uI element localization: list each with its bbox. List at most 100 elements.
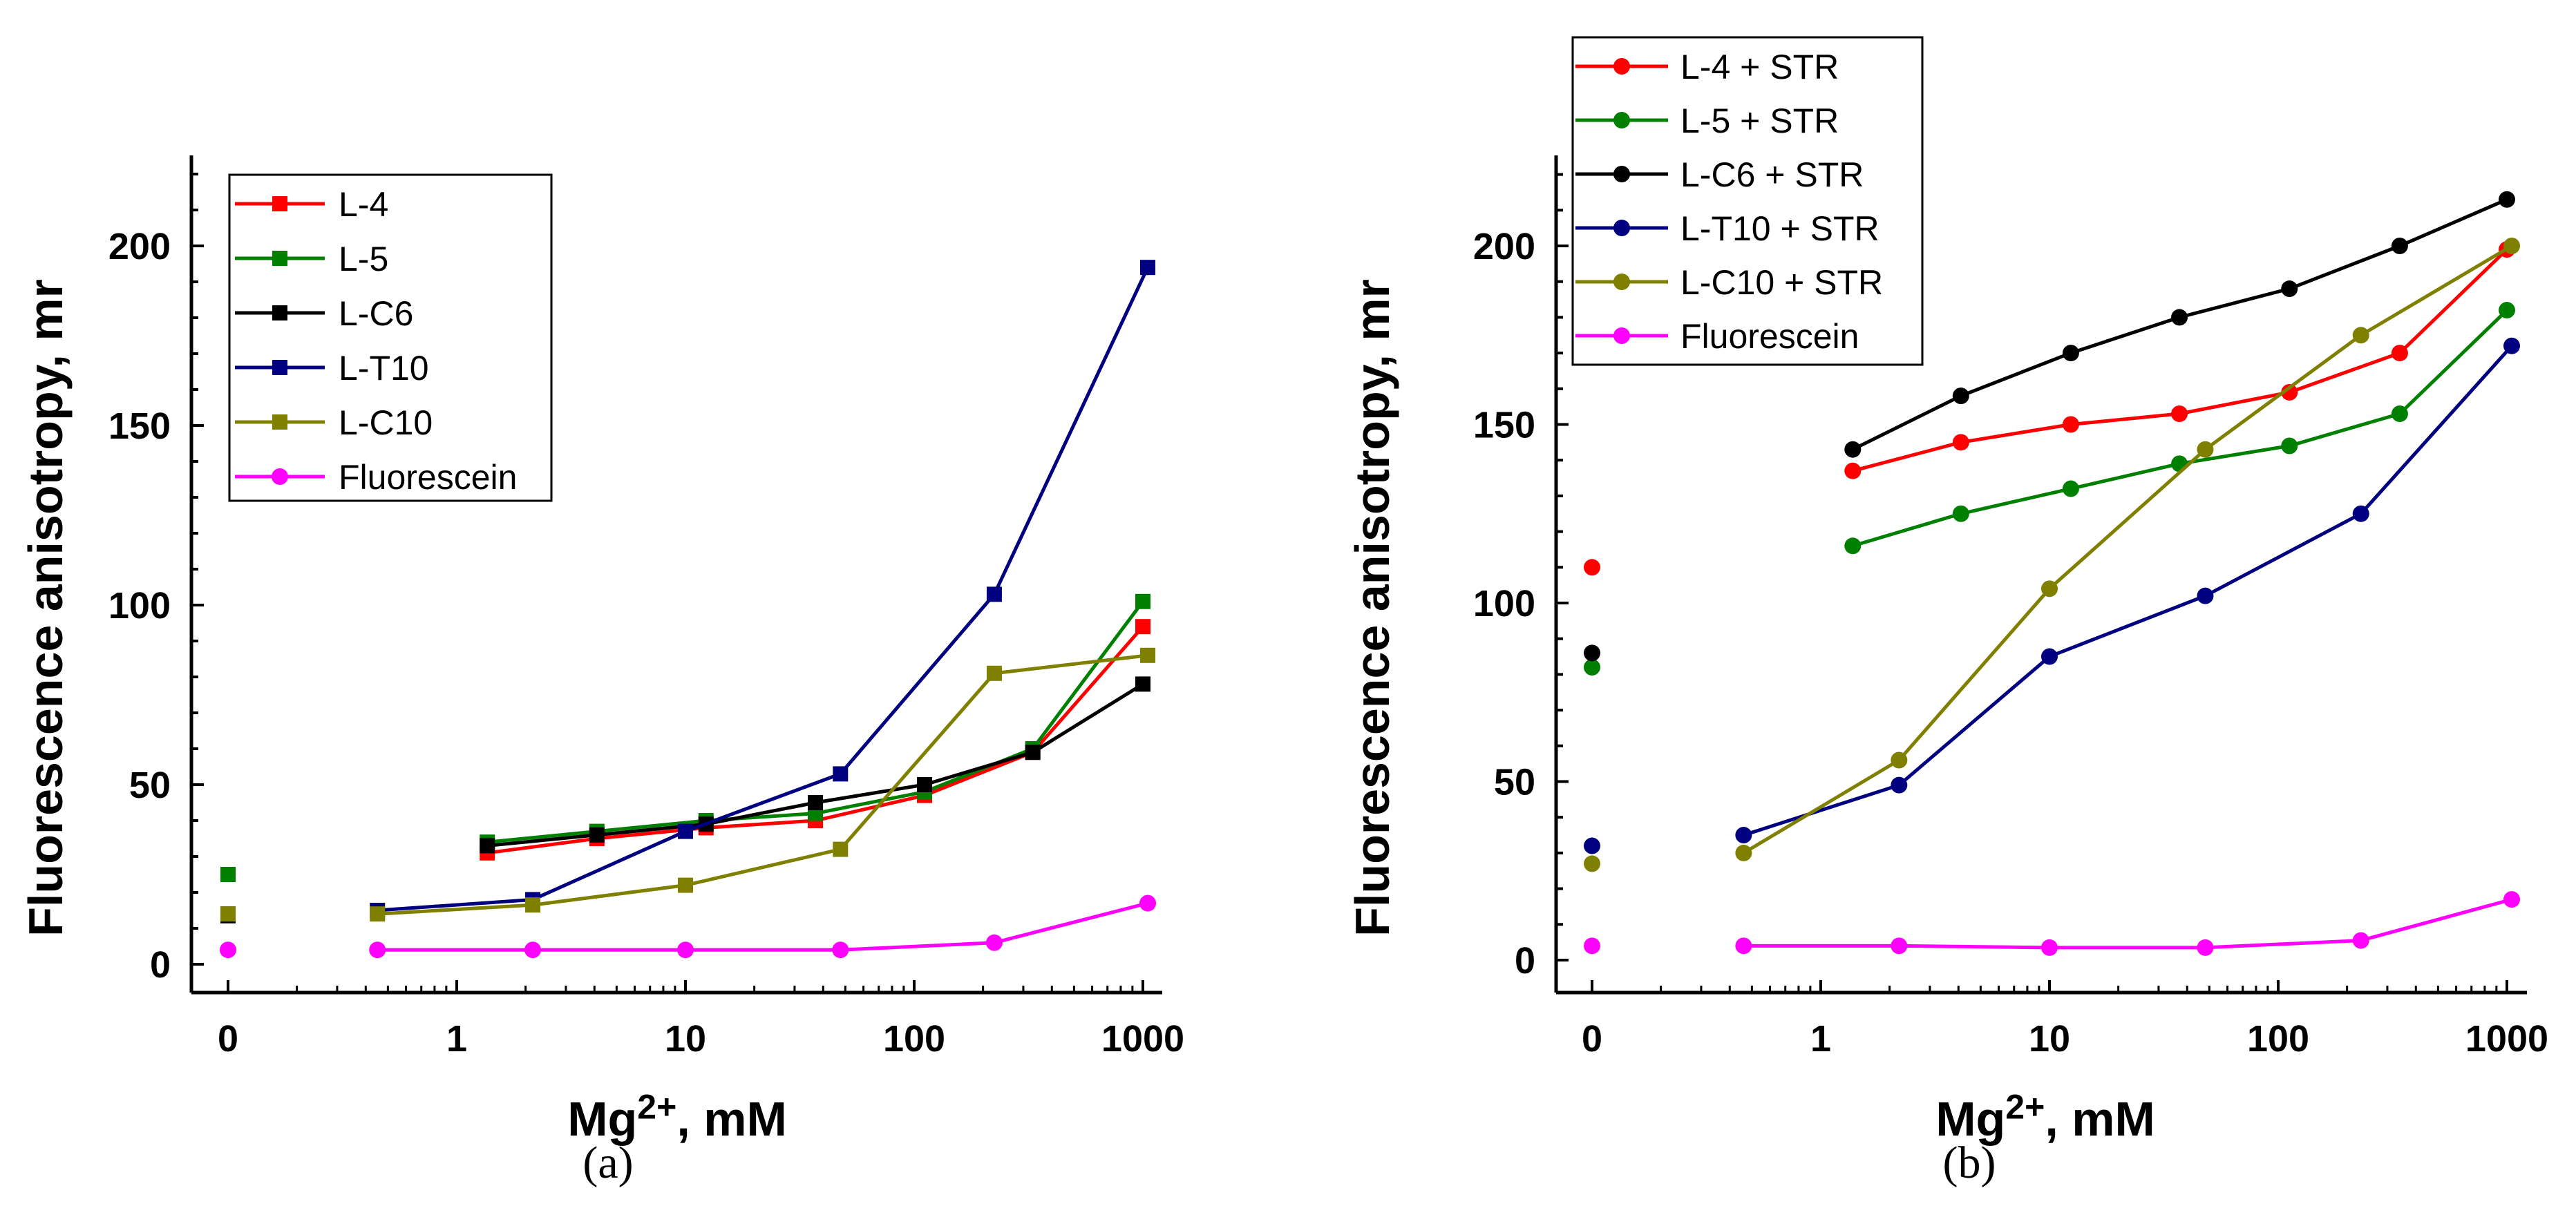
x-tick-label: 10 [665,1018,706,1060]
data-point [2171,405,2188,422]
data-point [2503,337,2521,354]
data-point [678,877,693,893]
data-point [808,795,824,810]
data-point [369,941,386,959]
x-tick-label: 1 [1810,1018,1831,1060]
series-l-c6 [220,676,1150,923]
data-point [1844,537,1862,555]
data-point [480,838,495,854]
x-tick-label: 10 [2029,1018,2070,1060]
data-point [2352,932,2369,949]
x-tick-label: 100 [2247,1018,2309,1060]
data-point [2171,309,2188,326]
x-axis-label-superscript: 2+ [2005,1087,2045,1127]
x-tick-label: 1000 [1101,1018,1184,1060]
data-point [1735,827,1752,844]
legend-label: L-C10 [339,403,433,442]
data-point-zero [220,906,236,922]
y-tick-label: 100 [108,585,171,626]
data-point [1952,387,1969,405]
data-point [2503,238,2521,254]
data-point [1844,441,1862,458]
data-point-zero [1584,837,1600,854]
data-point [677,941,694,959]
x-axis-label: Mg2+, mM [1935,1087,2155,1146]
data-point [1735,844,1752,861]
data-point [1735,937,1752,955]
x-tick-label: 1 [446,1018,467,1060]
y-tick-label: 0 [1515,940,1535,982]
data-point [2041,939,2058,956]
y-axis-label: Fluorescence anisotropy, mr [1345,279,1399,937]
series-l-t10-str [1584,337,2521,854]
data-point [833,766,849,782]
data-point [2197,939,2214,956]
legend-label: Fluorescein [339,458,517,497]
data-point [2041,648,2058,665]
data-point [525,897,541,913]
series-line [1743,345,2513,837]
y-tick-label: 200 [1473,226,1535,267]
data-point [833,841,849,857]
data-point [2197,587,2214,604]
data-point [1140,260,1156,276]
series-fluorescein [1584,891,2521,956]
y-tick-label: 150 [108,405,171,447]
data-point [2062,345,2079,362]
legend-marker [272,196,287,211]
data-point [1135,593,1150,609]
legend-label: L-C6 + STR [1680,155,1864,194]
series-l-c10-str [1584,238,2521,872]
series-line [1743,244,2513,855]
data-point [2352,327,2369,344]
data-point-zero [220,941,236,959]
y-tick-label: 50 [1494,762,1535,803]
data-point [2352,505,2369,522]
x-tick-label: 1000 [2465,1018,2548,1060]
data-point [832,941,849,959]
data-point [1135,619,1150,635]
data-point [678,823,693,839]
y-tick-label: 50 [129,765,171,806]
data-point [370,906,386,922]
data-point [1952,505,1969,522]
panel-label: (a) [583,1138,633,1188]
data-point [1025,745,1041,760]
data-point [1135,676,1150,692]
legend-marker [272,468,288,485]
x-tick-label: 100 [883,1018,945,1060]
x-tick-label: 0 [1582,1018,1602,1060]
x-tick-label: 0 [218,1018,238,1060]
y-axis-label: Fluorescence anisotropy, mr [19,279,73,937]
x-axis-label-superscript: 2+ [637,1087,677,1127]
data-point [2281,280,2298,298]
legend-marker [1613,327,1630,344]
legend-marker [1613,112,1630,128]
data-point [2499,302,2515,319]
data-point-zero [220,867,236,882]
legend-box [1571,36,1924,366]
data-point [1891,752,1908,769]
data-point-zero [1584,855,1600,872]
data-point [1891,776,1908,794]
data-point [1891,937,1908,955]
legend-label: L-T10 + STR [1680,209,1879,248]
legend-marker [272,305,287,320]
data-point [2197,441,2214,458]
legend-label: L-5 [339,240,388,278]
data-point [917,777,933,792]
data-point-zero [1584,659,1600,676]
y-tick-label: 150 [1473,405,1535,446]
series-line [377,653,1148,916]
data-point [986,586,1002,602]
data-point [2041,580,2058,597]
series-line [1743,897,2512,950]
data-point [524,941,542,959]
legend-label: L-4 + STR [1680,48,1839,86]
x-axis-label: Mg2+, mM [567,1087,787,1146]
data-point-zero [1584,937,1600,955]
panel-label: (b) [1943,1138,1996,1188]
legend-label: L-5 + STR [1680,102,1839,140]
legend-marker [1613,166,1630,182]
